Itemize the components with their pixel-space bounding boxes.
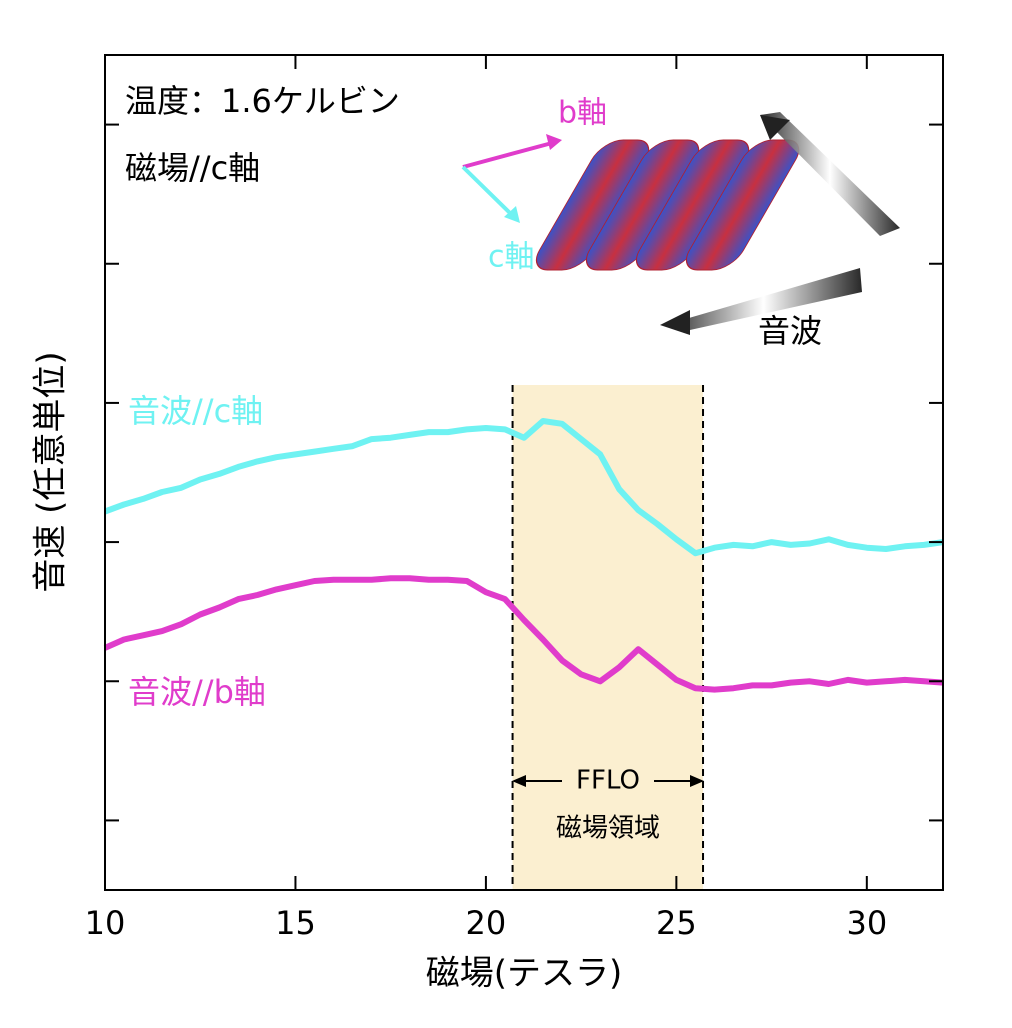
x-tick-label: 10	[85, 904, 126, 942]
series-line	[103, 418, 944, 557]
annotation: 音波	[758, 312, 822, 350]
region-arrow	[690, 775, 704, 787]
x-tick-label: 30	[846, 904, 887, 942]
series-line	[103, 575, 944, 693]
region-label: FFLO	[576, 766, 640, 796]
x-axis-label: 磁場(テスラ)	[426, 954, 623, 994]
x-tick-label: 20	[466, 904, 507, 942]
x-tick-label: 15	[275, 904, 316, 942]
axis-annotation: b軸	[558, 96, 607, 131]
annotation: 温度：1.6ケルビン	[125, 82, 400, 120]
axis-annotation: c軸	[488, 240, 535, 275]
region-arrow	[512, 775, 526, 787]
legend-label: 音波//b軸	[128, 673, 266, 711]
inset-illustration	[461, 112, 900, 335]
plot-frame	[104, 54, 944, 891]
legend-label: 音波//c軸	[128, 392, 263, 430]
x-tick-label: 25	[656, 904, 697, 942]
annotation: 磁場//c軸	[125, 149, 260, 187]
y-axis-label: 音速 (任意単位)	[31, 351, 71, 592]
region-label: 磁場領域	[556, 814, 660, 844]
